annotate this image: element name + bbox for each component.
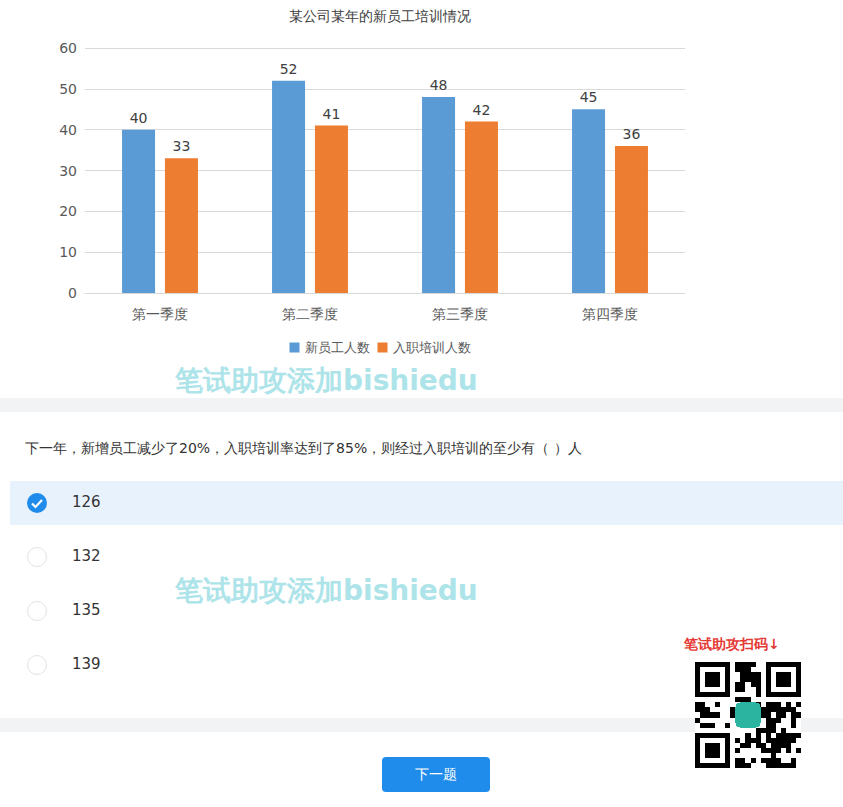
html-text:下一题: 下一题 — [415, 766, 457, 782]
svg-text:第四季度: 第四季度 — [582, 306, 638, 322]
svg-text:52: 52 — [280, 61, 298, 77]
svg-text:41: 41 — [323, 106, 341, 122]
svg-text:入职培训人数: 入职培训人数 — [393, 340, 471, 355]
svg-text:36: 36 — [623, 126, 641, 142]
svg-text:30: 30 — [59, 163, 77, 179]
html-text:下一年，新增员工减少了20%，入职培训率达到了85%，则经过: 下一年，新增员工减少了20%，入职培训率达到了85%，则经过入职培训的至少有（ … — [25, 440, 582, 456]
svg-text:45: 45 — [580, 89, 598, 105]
svg-text:60: 60 — [59, 40, 77, 56]
html-text:135: 135 — [72, 601, 101, 619]
svg-text:50: 50 — [59, 81, 77, 97]
html-text:139: 139 — [72, 655, 101, 673]
html-text:笔试助攻添加bishiedu: 笔试助攻添加bishiedu — [175, 364, 478, 397]
html-text:笔试助攻扫码↓: 笔试助攻扫码↓ — [684, 636, 780, 652]
svg-text:某公司某年的新员工培训情况: 某公司某年的新员工培训情况 — [289, 8, 471, 24]
html-text:126: 126 — [72, 493, 101, 511]
svg-text:33: 33 — [173, 138, 191, 154]
html-text:132: 132 — [72, 547, 101, 565]
svg-text:0: 0 — [68, 285, 77, 301]
svg-text:第三季度: 第三季度 — [432, 306, 488, 322]
svg-text:第一季度: 第一季度 — [132, 306, 188, 322]
svg-text:48: 48 — [430, 77, 448, 93]
svg-text:40: 40 — [130, 110, 148, 126]
svg-text:第二季度: 第二季度 — [282, 306, 338, 322]
svg-text:新员工人数: 新员工人数 — [305, 340, 370, 355]
svg-text:20: 20 — [59, 203, 77, 219]
svg-text:40: 40 — [59, 122, 77, 138]
svg-text:42: 42 — [473, 102, 491, 118]
svg-text:10: 10 — [59, 244, 77, 260]
html-text:笔试助攻添加bishiedu: 笔试助攻添加bishiedu — [175, 574, 478, 607]
